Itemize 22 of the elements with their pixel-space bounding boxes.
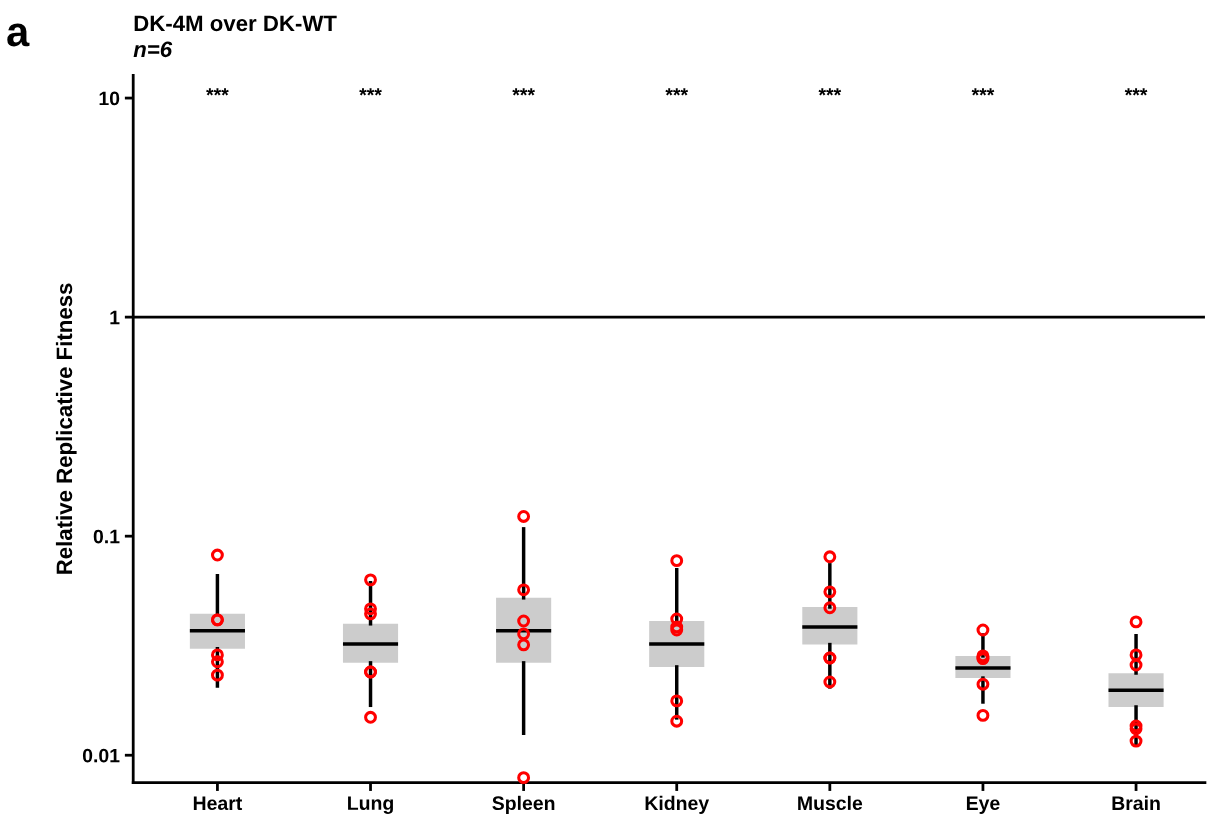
annotation: *** bbox=[512, 88, 535, 96]
y-tick-label: 0.01 bbox=[82, 748, 120, 763]
text: a bbox=[7, 23, 30, 47]
y-tick-label: 1 bbox=[110, 310, 120, 325]
x-tick-label: Muscle bbox=[798, 795, 863, 811]
x-tick-label: Lung bbox=[348, 796, 393, 814]
y-tick-label: 0.1 bbox=[93, 529, 120, 544]
annotation: *** bbox=[818, 88, 842, 96]
annotation: *** bbox=[206, 88, 229, 96]
chart-title: DK-4M over DK-WT bbox=[134, 15, 337, 32]
x-tick-label: Eye bbox=[966, 796, 1000, 814]
x-tick-label: Heart bbox=[193, 796, 243, 811]
y-axis-title: Relative Replicative Fitness bbox=[55, 283, 77, 574]
chart-subtitle: n=6 bbox=[133, 41, 173, 58]
annotation: *** bbox=[359, 88, 382, 96]
y-tick-label: 10 bbox=[99, 91, 120, 106]
annotation: *** bbox=[971, 88, 995, 96]
annotation: *** bbox=[665, 88, 689, 96]
annotation: *** bbox=[1124, 88, 1148, 96]
x-tick-label: Kidney bbox=[645, 795, 710, 814]
x-tick-label: Brain bbox=[1112, 795, 1160, 811]
x-tick-label: Spleen bbox=[492, 795, 555, 814]
